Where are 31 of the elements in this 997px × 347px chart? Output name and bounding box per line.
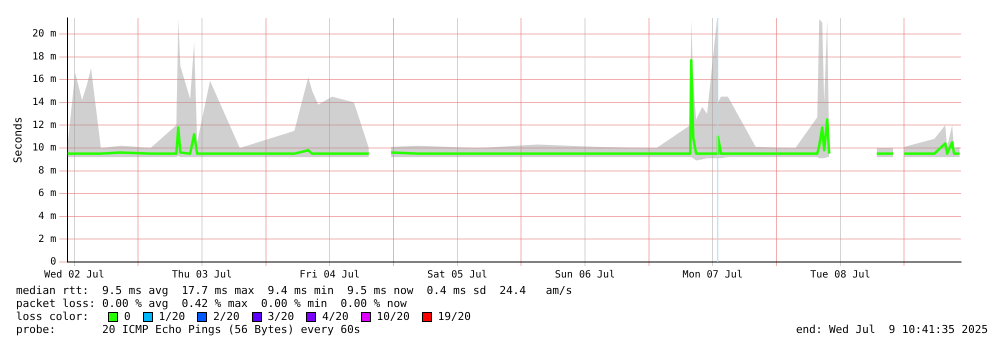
legend-label: 2/20 bbox=[213, 310, 240, 323]
y-tick-label: 16 m bbox=[32, 74, 56, 86]
text: median rtt: 9.5 ms avg 17.7 ms max 9.4 ms min 9.5 ms now 0.4 ms sd 24.4 am/s bbox=[16, 284, 574, 297]
x-tick-label: Mon 07 Jul bbox=[682, 270, 743, 281]
x-tick-label: Wed 02 Jul bbox=[44, 270, 104, 281]
y-tick-label: 2 m bbox=[38, 234, 56, 245]
legend-label: 4/20 bbox=[322, 310, 349, 323]
y-tick-label: 12 m bbox=[32, 120, 56, 131]
legend-label: 0 bbox=[124, 310, 131, 323]
legend-label: 19/20 bbox=[438, 310, 471, 323]
y-tick-label: 20 m bbox=[32, 28, 56, 40]
x-tick-label: Sun 06 Jul bbox=[554, 270, 616, 281]
x-tick-label: Tue 08 Jul bbox=[810, 270, 870, 281]
x-tick-label: Fri 04 Jul bbox=[300, 270, 360, 281]
legend-title: loss color: bbox=[16, 310, 90, 323]
y-tick-label: 18 m bbox=[32, 51, 56, 62]
legend-label: 3/20 bbox=[268, 310, 294, 323]
x-tick-label: Sat 05 Jul bbox=[427, 270, 488, 281]
legend-label: 1/20 bbox=[158, 310, 186, 323]
legend-label: 10/20 bbox=[376, 310, 410, 323]
y-tick-label: 6 m bbox=[38, 188, 56, 200]
text: end: Wed Jul 9 10:41:35 2025 bbox=[796, 323, 988, 336]
y-tick-label: 4 m bbox=[38, 210, 56, 222]
y-tick-label: 0 bbox=[50, 256, 56, 268]
y-axis-title: Seconds bbox=[11, 116, 24, 164]
y-tick-label: 8 m bbox=[38, 165, 56, 176]
x-tick-label: Thu 03 Jul bbox=[172, 270, 232, 281]
text: packet loss: 0.00 % avg 0.42 % max 0.00 % min 0.00 % now bbox=[16, 297, 408, 310]
y-tick-label: 10 m bbox=[32, 142, 56, 154]
y-tick-label: 14 m bbox=[32, 96, 56, 108]
text: probe: 20 ICMP Echo Pings (56 Bytes) every 60s bbox=[16, 323, 360, 336]
